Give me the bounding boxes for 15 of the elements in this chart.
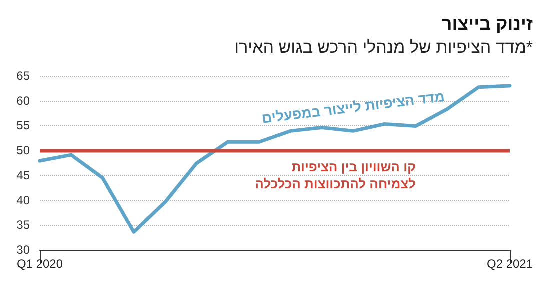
line-series [38,84,512,234]
y-tick-label: 40 [16,193,30,208]
y-tick-label: 50 [16,144,30,158]
x-tick-label: Q1 2020 [16,257,64,271]
y-tick-label: 45 [16,168,30,182]
y-tick-label: 35 [16,218,30,232]
y-tick-label: 65 [16,69,30,83]
chart-title: זינוק בייצור [442,14,534,34]
chart-subtitle: מדד הציפיות של מנהלי הרכש בגוש האירו* [234,38,534,57]
text: מדד הציפיות לייצור במפעלים [261,88,446,126]
y-tick-label: 55 [16,118,30,133]
y-tick-label: 60 [16,94,30,108]
y-tick-label: 30 [16,243,30,257]
x-tick-label: Q2 2021 [486,257,534,271]
ref-line-label: קו השוויון בין הציפיות לצמיחה להתכווצות הכלכלה [255,160,416,192]
